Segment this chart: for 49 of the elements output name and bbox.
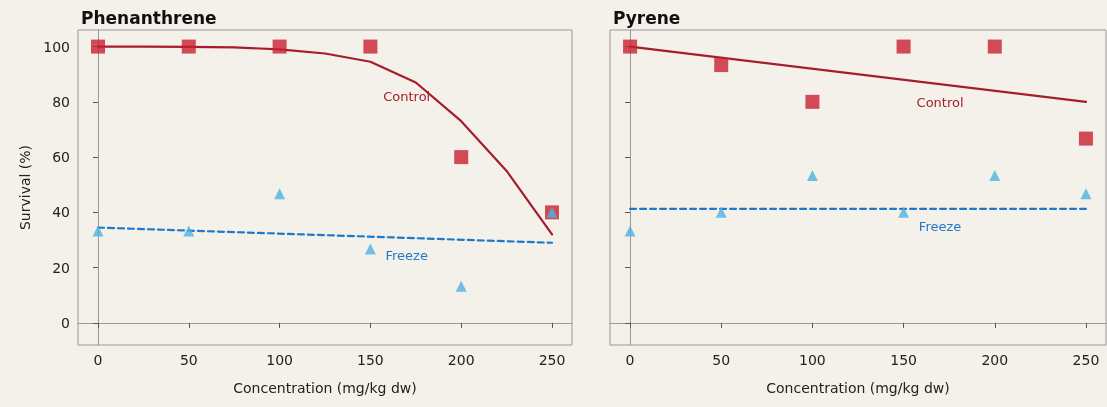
x-axis-title: Concentration (mg/kg dw) (766, 380, 950, 396)
point (714, 58, 729, 73)
y-tick-label: 80 (52, 93, 70, 110)
x-tick-label: 250 (538, 352, 566, 368)
point (92, 225, 104, 237)
point (272, 39, 287, 54)
x-tick-label: 200 (981, 352, 1009, 368)
point (183, 225, 195, 237)
x-tick-label: 50 (179, 352, 198, 368)
point (454, 150, 469, 165)
x-tick-label: 150 (890, 352, 917, 368)
x-tick-label: 0 (93, 352, 103, 368)
series-label: Control (916, 94, 964, 110)
point (898, 206, 910, 218)
point (364, 243, 376, 255)
point (805, 94, 820, 109)
series-label: Control (383, 88, 431, 104)
x-tick-label: 200 (447, 352, 475, 368)
point (715, 206, 727, 218)
y-axis-title: Survival (%) (17, 144, 33, 231)
x-tick-label: 100 (266, 352, 293, 368)
x-tick-label: 100 (799, 352, 826, 368)
point (274, 188, 286, 200)
point (1078, 131, 1093, 146)
chart-title: Phenanthrene (81, 7, 217, 28)
point (623, 39, 638, 54)
point (363, 39, 378, 54)
point (455, 280, 467, 292)
point (806, 170, 818, 182)
point (896, 39, 911, 54)
point (987, 39, 1002, 54)
point (1080, 188, 1092, 200)
point (989, 170, 1001, 182)
point (624, 225, 636, 237)
series-label: Freeze (385, 248, 428, 264)
chart-title: Pyrene (613, 7, 681, 28)
x-tick-label: 150 (357, 352, 384, 368)
point (90, 39, 105, 54)
x-tick-label: 0 (625, 352, 635, 368)
y-tick-label: 100 (43, 38, 70, 55)
point (181, 39, 196, 54)
y-tick-label: 60 (52, 149, 70, 166)
x-tick-label: 50 (712, 352, 731, 368)
series-label: Freeze (918, 219, 962, 235)
y-tick-label: 40 (52, 204, 70, 221)
x-tick-label: 250 (1072, 352, 1100, 368)
x-axis-title: Concentration (mg/kg dw) (233, 380, 417, 396)
y-tick-label: 0 (61, 314, 70, 331)
y-tick-label: 20 (52, 259, 70, 276)
